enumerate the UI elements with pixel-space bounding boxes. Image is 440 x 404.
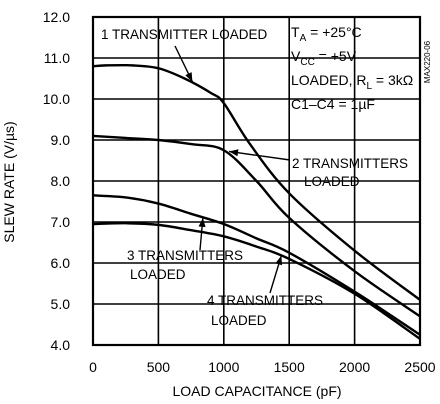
annotation-2-transmitters-line1: 2 TRANSMITTERS: [292, 156, 408, 171]
y-tick-label-3: 7.0: [51, 214, 71, 230]
series-line-1: [92, 63, 421, 301]
series-line-3: [92, 194, 421, 336]
y-tick-label-1: 5.0: [51, 296, 71, 312]
x-tick-labels: 0 500 1000 1500 2000 2500: [89, 359, 436, 375]
x-tick-label-3: 1500: [274, 359, 305, 375]
x-axis-label: LOAD CAPACITANCE (pF): [172, 383, 341, 399]
y-tick-label-2: 6.0: [51, 255, 71, 271]
plot-frame: [91, 15, 422, 347]
annotation-3-transmitters-line1: 3 TRANSMITTERS: [127, 248, 243, 263]
condition-ta: TA = +25°C: [291, 24, 362, 44]
y-tick-label-7: 11.0: [44, 50, 70, 66]
x-tick-label-4: 2000: [339, 359, 370, 375]
annotation-4-transmitters-line2: LOADED: [211, 313, 267, 328]
condition-capacitors: C1–C4 = 1µF: [291, 96, 375, 112]
y-tick-labels: 4.0 5.0 6.0 7.0 8.0 9.0 10.0 11.0 12.0: [43, 9, 70, 353]
condition-rl: LOADED, RL = 3kΩ: [291, 72, 413, 92]
y-tick-label-4: 8.0: [51, 173, 71, 189]
x-tick-label-2: 1000: [208, 359, 239, 375]
y-tick-label-5: 9.0: [51, 132, 71, 148]
watermark: MAX220-06: [423, 40, 432, 83]
y-tick-label-0: 4.0: [51, 337, 71, 353]
y-axis-label: SLEW RATE (V/µs): [1, 121, 17, 242]
y-tick-label-8: 12.0: [43, 9, 70, 25]
leader-3-transmitters-arrowhead: [198, 217, 206, 228]
series-line-2: [92, 134, 421, 318]
x-tick-label-0: 0: [89, 359, 97, 375]
leader-1-transmitter-arrowhead: [185, 72, 193, 82]
annotation-4-transmitters-line1: 4 TRANSMITTERS: [207, 293, 323, 308]
leader-2-transmitters-arrowhead: [229, 149, 239, 157]
condition-vcc: VCC = +5V: [291, 48, 357, 68]
series-line-4: [92, 222, 421, 340]
x-tick-label-5: 2500: [404, 359, 435, 375]
annotation-2-transmitters-line2: LOADED: [304, 174, 360, 189]
annotation-1-transmitter: 1 TRANSMITTER LOADED: [101, 27, 268, 42]
y-tick-label-6: 10.0: [43, 91, 70, 107]
leader-2-transmitters-line: [228, 150, 291, 161]
annotation-3-transmitters-line2: LOADED: [130, 267, 186, 282]
leader-4-transmitters-arrowhead: [275, 255, 283, 266]
annotation-leaders: [174, 45, 291, 294]
x-tick-label-1: 500: [147, 359, 171, 375]
series-lines: [92, 63, 421, 340]
